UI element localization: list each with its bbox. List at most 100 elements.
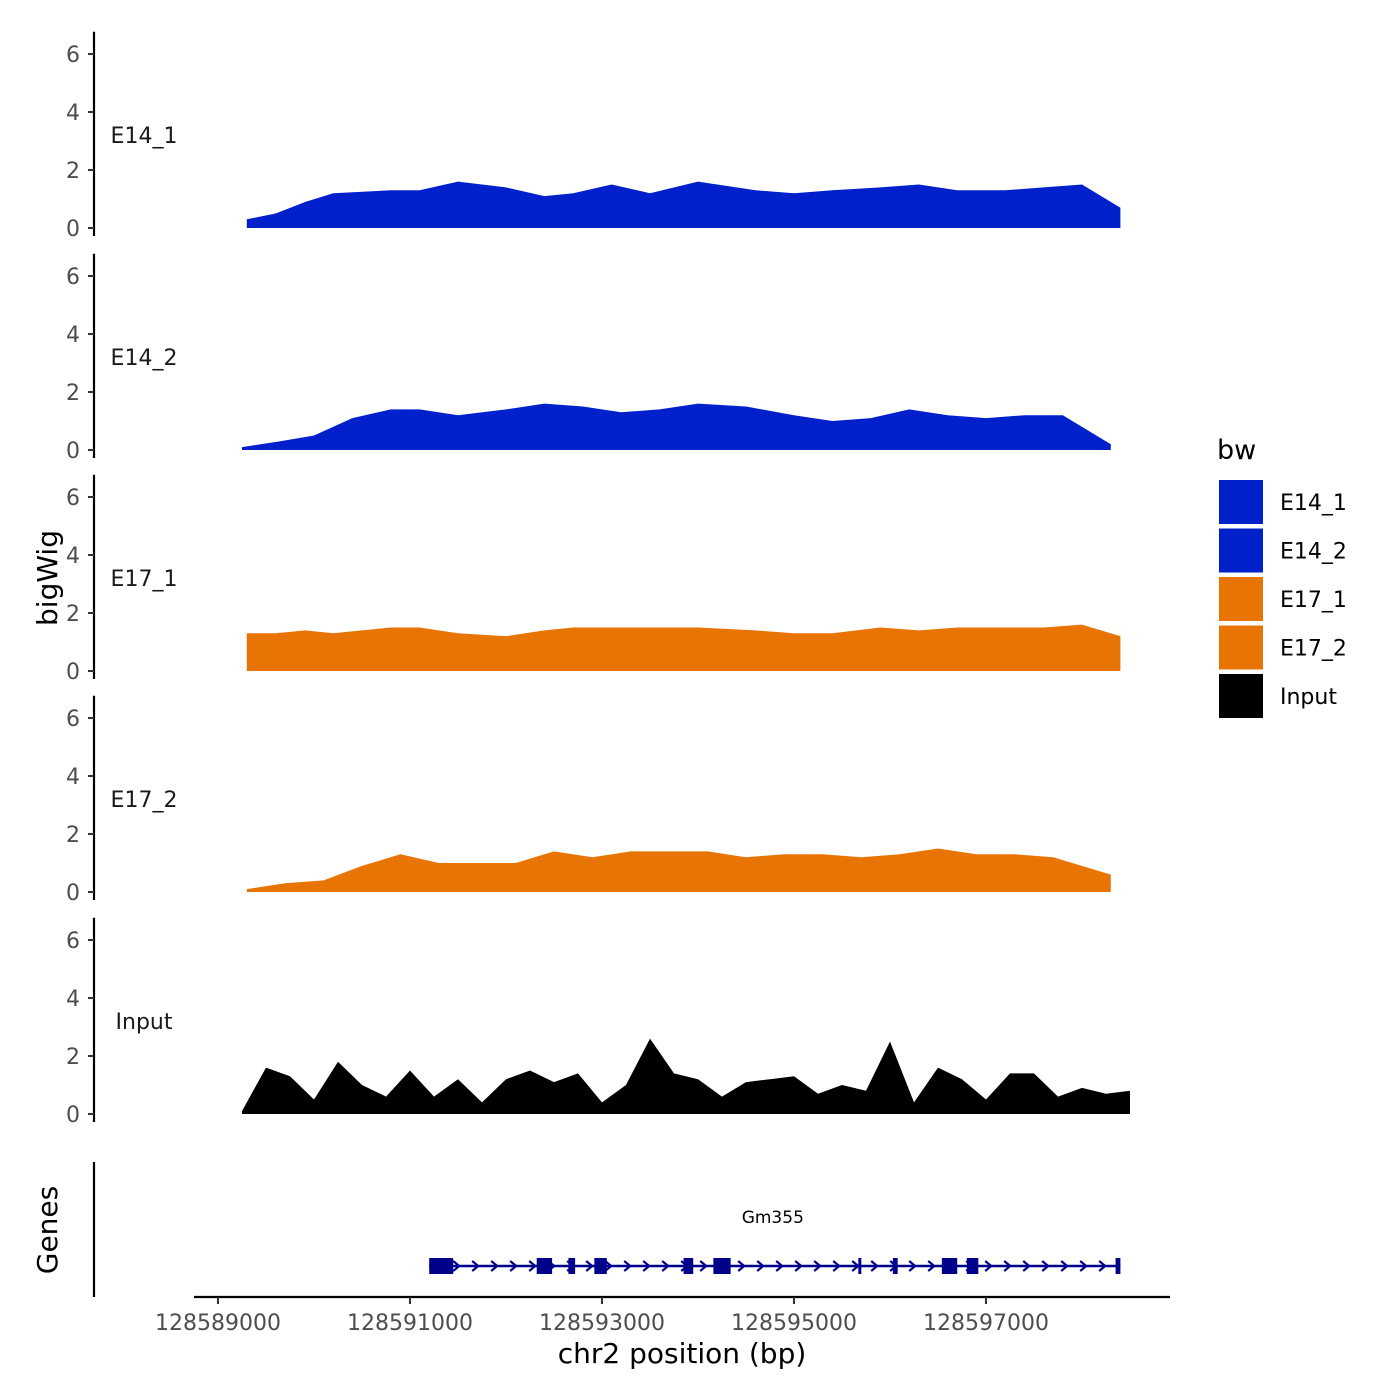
gene-exon bbox=[966, 1258, 979, 1274]
gene-panel: Gm355 bbox=[92, 1162, 1121, 1297]
gene-exon bbox=[892, 1258, 898, 1274]
y-tick-label: 0 bbox=[66, 660, 80, 685]
y-tick-label: 4 bbox=[66, 101, 80, 126]
genes-axis-title: Genes bbox=[31, 1186, 64, 1274]
gene-exon bbox=[594, 1258, 607, 1274]
strand-arrow bbox=[1003, 1260, 1012, 1272]
coverage-area-E14_2 bbox=[242, 403, 1111, 450]
coverage-area-Input bbox=[242, 1038, 1130, 1114]
x-tick-label: 128593000 bbox=[539, 1311, 665, 1336]
y-tick-label: 2 bbox=[66, 381, 80, 406]
y-tick-label: 2 bbox=[66, 823, 80, 848]
y-tick-label: 0 bbox=[66, 439, 80, 464]
strand-arrow bbox=[794, 1260, 803, 1272]
legend-label: E17_1 bbox=[1280, 588, 1347, 613]
gene-exon bbox=[1115, 1258, 1121, 1274]
x-tick-label: 128591000 bbox=[347, 1311, 473, 1336]
gene-exon bbox=[568, 1258, 576, 1274]
y-tick-label: 4 bbox=[66, 987, 80, 1012]
strand-arrow bbox=[984, 1260, 993, 1272]
strand-arrow bbox=[642, 1260, 651, 1272]
strand-arrow bbox=[623, 1260, 632, 1272]
y-tick-label: 6 bbox=[66, 707, 80, 732]
strand-arrow bbox=[509, 1260, 518, 1272]
y-tick-label: 6 bbox=[66, 929, 80, 954]
y-axis-title: bigWig bbox=[31, 530, 64, 626]
coverage-tracks: 0 2 4 6 E14_1 0 2 4 6 E14_2 0 2 4 6 E17_1 0 2 4 6 E17_2 0 2 4 6… bbox=[66, 31, 1130, 1128]
y-tick-label: 2 bbox=[66, 1045, 80, 1070]
legend-key-E17_2 bbox=[1219, 625, 1263, 670]
legend-label: E14_1 bbox=[1280, 491, 1347, 516]
gene-label: Gm355 bbox=[742, 1208, 804, 1228]
track-E17_2: 0 2 4 6 E17_2 bbox=[66, 695, 1111, 906]
x-tick-label: 128595000 bbox=[731, 1311, 857, 1336]
coverage-area-E14_1 bbox=[246, 181, 1121, 228]
legend-key-E14_2 bbox=[1219, 528, 1263, 573]
coverage-area-E17_2 bbox=[246, 848, 1111, 892]
track-E14_2: 0 2 4 6 E14_2 bbox=[66, 253, 1111, 464]
strand-arrow bbox=[490, 1260, 499, 1272]
y-tick-label: 6 bbox=[66, 486, 80, 511]
gene-exon bbox=[536, 1258, 553, 1274]
track-label: Input bbox=[116, 1010, 173, 1035]
x-tick-label: 128589000 bbox=[155, 1311, 281, 1336]
strand-arrow bbox=[699, 1260, 708, 1272]
y-tick-label: 2 bbox=[66, 159, 80, 184]
track-Input: 0 2 4 6 Input bbox=[66, 917, 1130, 1128]
y-tick-label: 4 bbox=[66, 765, 80, 790]
y-tick-label: 6 bbox=[66, 43, 80, 68]
legend-label: E14_2 bbox=[1280, 540, 1347, 565]
strand-arrow bbox=[585, 1260, 594, 1272]
strand-arrow bbox=[737, 1260, 746, 1272]
y-tick-label: 0 bbox=[66, 217, 80, 242]
strand-arrow bbox=[528, 1260, 537, 1272]
track-label: E14_2 bbox=[111, 346, 178, 371]
legend-label: Input bbox=[1280, 685, 1337, 710]
x-tick-label: 128597000 bbox=[923, 1311, 1049, 1336]
y-tick-label: 4 bbox=[66, 544, 80, 569]
y-tick-label: 0 bbox=[66, 881, 80, 906]
strand-arrow bbox=[927, 1260, 936, 1272]
coverage-area-E17_1 bbox=[246, 624, 1121, 671]
strand-arrow bbox=[1079, 1260, 1088, 1272]
y-tick-label: 4 bbox=[66, 323, 80, 348]
legend-label: E17_2 bbox=[1280, 637, 1347, 662]
strand-arrow bbox=[813, 1260, 822, 1272]
track-E17_1: 0 2 4 6 E17_1 bbox=[66, 474, 1121, 685]
track-E14_1: 0 2 4 6 E14_1 bbox=[66, 31, 1121, 242]
gene-exon bbox=[941, 1258, 958, 1274]
strand-arrow bbox=[756, 1260, 765, 1272]
legend-title: bw bbox=[1217, 435, 1256, 466]
x-axis-title: chr2 position (bp) bbox=[558, 1337, 807, 1370]
y-tick-label: 2 bbox=[66, 602, 80, 627]
strand-arrow bbox=[1022, 1260, 1031, 1272]
gene-exon bbox=[858, 1258, 862, 1274]
track-label: E14_1 bbox=[111, 124, 178, 149]
y-tick-label: 6 bbox=[66, 265, 80, 290]
gene-exon bbox=[683, 1258, 694, 1274]
track-label: E17_2 bbox=[111, 788, 178, 813]
strand-arrow bbox=[775, 1260, 784, 1272]
strand-arrow bbox=[1060, 1260, 1069, 1272]
y-tick-label: 0 bbox=[66, 1103, 80, 1128]
gene-exon bbox=[713, 1258, 731, 1274]
strand-arrow bbox=[452, 1260, 461, 1272]
x-axis: 128589000 128591000 128593000 128595000 1285… bbox=[155, 1295, 1170, 1336]
track-label: E17_1 bbox=[111, 567, 178, 592]
strand-arrow bbox=[870, 1260, 879, 1272]
legend-key-E17_1 bbox=[1219, 577, 1263, 621]
gene-Gm355: Gm355 bbox=[429, 1208, 1121, 1274]
legend: bw E14_1 E14_2 E17_1 E17_2 Input bbox=[1217, 435, 1347, 718]
legend-key-E14_1 bbox=[1219, 480, 1263, 524]
strand-arrow bbox=[471, 1260, 480, 1272]
strand-arrow bbox=[908, 1260, 917, 1272]
strand-arrow bbox=[1098, 1260, 1107, 1272]
strand-arrow bbox=[604, 1260, 613, 1272]
strand-arrow bbox=[851, 1260, 860, 1272]
strand-arrow bbox=[661, 1260, 670, 1272]
strand-arrow bbox=[832, 1260, 841, 1272]
gene-exon bbox=[429, 1258, 454, 1274]
legend-key-Input bbox=[1219, 674, 1263, 718]
strand-arrow bbox=[1041, 1260, 1050, 1272]
